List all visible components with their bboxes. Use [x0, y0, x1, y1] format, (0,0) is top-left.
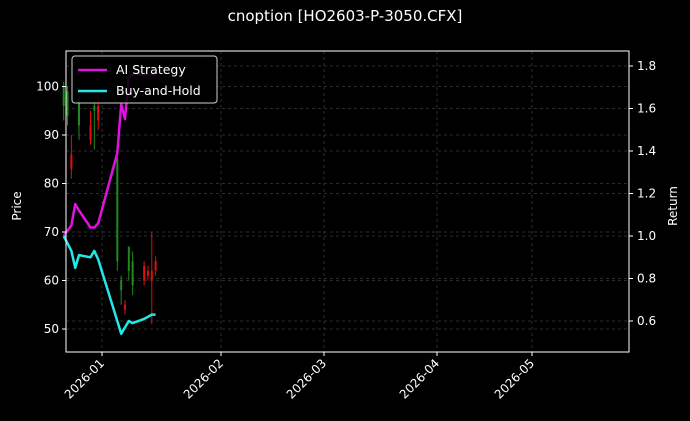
candle-body	[78, 101, 81, 126]
return-tick-label: 0.6	[637, 314, 656, 328]
candle-body	[116, 159, 119, 262]
date-tick-label: 2026-03	[284, 356, 329, 401]
legend-box	[71, 55, 218, 104]
return-tick-label: 1.0	[637, 229, 656, 243]
plot-frame	[65, 50, 630, 353]
price-tick-label: 80	[44, 177, 59, 191]
date-tick-label: 2026-04	[397, 356, 442, 401]
candle-body	[143, 265, 146, 281]
candle-body	[150, 270, 153, 281]
price-axis-label: Price	[10, 191, 24, 220]
candlesticks	[62, 81, 157, 325]
candle-body	[146, 270, 149, 276]
price-tick-label: 50	[44, 322, 59, 336]
candle-body	[131, 261, 134, 286]
date-tick-label: 2026-05	[492, 356, 537, 401]
legend: AI Strategy Buy-and-Hold	[71, 55, 218, 104]
candle-body	[97, 105, 100, 121]
candle-body	[127, 246, 130, 271]
legend-label-ai-strategy: AI Strategy	[116, 62, 186, 77]
date-tick-label: 2026-01	[62, 356, 107, 401]
candle-body	[120, 280, 123, 291]
candle-body	[66, 91, 69, 116]
return-tick-label: 1.8	[637, 59, 656, 73]
return-tick-label: 1.2	[637, 187, 656, 201]
candle-body	[123, 304, 126, 310]
return-lines	[62, 73, 156, 336]
price-tick-label: 60	[44, 274, 59, 288]
return-axis-label: Return	[666, 186, 680, 226]
candle-body	[154, 261, 157, 271]
price-tick-label: 100	[36, 80, 59, 94]
return-axis: 0.6 0.8 1.0 1.2 1.4 1.6 1.8	[629, 59, 656, 328]
date-tick-label: 2026-02	[181, 356, 226, 401]
return-tick-label: 1.4	[637, 144, 656, 158]
price-axis: 50 60 70 80 90 100	[36, 80, 66, 336]
price-tick-label: 70	[44, 225, 59, 239]
return-tick-label: 1.6	[637, 102, 656, 116]
legend-label-buy-and-hold: Buy-and-Hold	[116, 83, 201, 98]
price-tick-label: 90	[44, 128, 59, 142]
date-axis: 2026-01 2026-02 2026-03 2026-04 2026-05	[62, 352, 537, 402]
candle-body	[93, 105, 96, 111]
candle-body	[89, 125, 92, 140]
grid-lines	[66, 51, 629, 352]
candle-body	[70, 154, 73, 169]
return-tick-label: 0.8	[637, 272, 656, 286]
chart-title: cnoption [HO2603-P-3050.CFX]	[227, 7, 463, 25]
candle-body	[62, 86, 65, 106]
buy-and-hold-line	[62, 235, 156, 336]
